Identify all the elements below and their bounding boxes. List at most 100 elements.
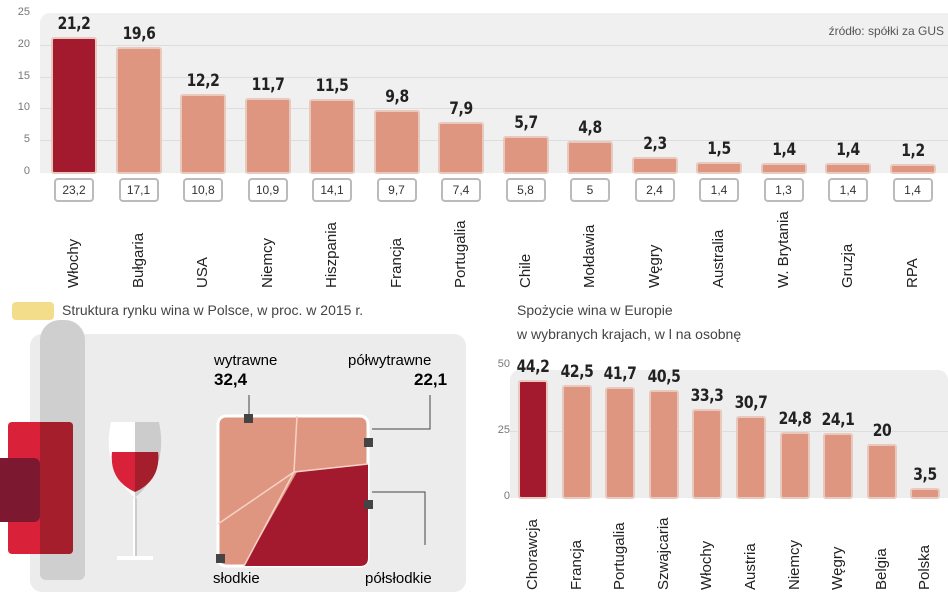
category-label: RPA [903, 258, 921, 288]
comparison-value-box: 5,8 [505, 178, 546, 202]
comparison-value-box: 10,9 [247, 178, 288, 202]
bar [244, 97, 291, 174]
source-note: źródło: spółki za GUS [828, 24, 944, 38]
value-label: 9,8 [384, 86, 409, 107]
bar [648, 390, 679, 499]
bar [692, 409, 723, 499]
category-label: Hiszpania [323, 222, 340, 288]
value-polwytrawne: 22,1 [414, 370, 448, 389]
value-label: 24,1 [821, 410, 855, 431]
y-tick: 10 [17, 101, 30, 114]
comparison-value-box: 1,3 [763, 178, 804, 202]
bar [866, 444, 897, 499]
gridline [40, 140, 948, 142]
bar [736, 415, 766, 499]
y-tick: 25 [497, 424, 510, 436]
category-label: Mołdawia [581, 224, 598, 288]
category-label: Francja [387, 237, 405, 288]
value-label: 42,5 [560, 361, 593, 382]
y-tick: 25 [17, 6, 30, 18]
value-label: 1,4 [771, 140, 796, 161]
category-label: Włochy [65, 238, 82, 288]
bar [180, 94, 226, 174]
label-polslodkie: półsłodkie [365, 570, 432, 587]
value-label: 41,7 [603, 363, 637, 384]
gridline [40, 108, 948, 110]
value-label: 11,5 [315, 75, 349, 96]
category-label: Austria [742, 543, 759, 590]
treemap-leaders [248, 395, 431, 545]
gridline [40, 76, 948, 78]
bar [438, 121, 484, 174]
bar [518, 380, 548, 499]
bar [373, 109, 420, 174]
europe-title: Spożycie wina w Europie [517, 302, 673, 318]
comparison-value-box: 5 [570, 178, 610, 202]
value-label: 21,2 [57, 14, 91, 35]
bar [825, 163, 871, 174]
bar [631, 157, 678, 174]
bottle-cap [12, 302, 54, 320]
value-label: 4,8 [578, 118, 602, 139]
category-label: Bułgaria [129, 232, 147, 288]
europe-subtitle: w wybranych krajach, w l na osobnę [517, 326, 742, 342]
comparison-value-box: 1,4 [892, 178, 933, 202]
bar [309, 98, 355, 174]
treemap [216, 414, 373, 568]
value-label: 5,7 [513, 112, 538, 133]
value-label: 1,4 [836, 140, 860, 161]
bar [910, 487, 941, 499]
bar [779, 431, 810, 499]
value-label: 20 [872, 421, 892, 442]
value-label: 19,6 [122, 24, 155, 45]
y-tick: 50 [497, 358, 510, 370]
value-label: 1,2 [900, 141, 925, 162]
bar [561, 384, 592, 499]
y-tick: 20 [17, 37, 30, 50]
value-label: 7,9 [449, 98, 473, 119]
comparison-value-box: 9,7 [376, 178, 417, 202]
category-label: W. Brytania [774, 211, 792, 288]
category-label: Portugalia [611, 522, 629, 590]
value-label: 40,5 [647, 367, 681, 388]
value-label: 12,2 [186, 71, 220, 92]
value-label: 33,3 [691, 386, 724, 407]
y-tick: 0 [503, 490, 510, 502]
comparison-value-box: 2,4 [634, 178, 675, 202]
category-label: Francja [567, 539, 585, 590]
bar [889, 164, 936, 174]
gridline [510, 431, 948, 432]
bar [605, 386, 636, 499]
gridline [40, 44, 948, 46]
wine-glass-icon [108, 422, 162, 560]
bar [502, 135, 549, 174]
y-tick: 15 [17, 69, 30, 82]
bar [760, 163, 807, 174]
comparison-value-box: 10,8 [183, 178, 223, 202]
value-label: 3,5 [913, 464, 938, 485]
value-label: 44,2 [516, 357, 550, 378]
bar [567, 141, 613, 174]
category-label: Chile [516, 253, 534, 288]
value-label: 24,8 [778, 408, 811, 429]
category-label: Portugalia [452, 220, 469, 288]
y-tick: 5 [23, 133, 30, 146]
category-label: Węgry [645, 244, 663, 288]
comparison-value-box: 23,2 [54, 178, 94, 202]
bar [115, 47, 162, 174]
comparison-value-box: 7,4 [441, 178, 481, 202]
treemap-segment-polslodkie [244, 464, 368, 566]
treemap-title: Struktura rynku wina w Polsce, w proc. w… [62, 302, 364, 318]
category-label: Węgry [829, 546, 847, 590]
category-label: Włochy [698, 540, 716, 590]
value-label: 2,3 [642, 134, 667, 155]
category-label: Australia [710, 229, 727, 288]
label-wytrawne: wytrawne [214, 352, 278, 369]
category-label: Gruzja [839, 243, 856, 288]
bar [823, 433, 854, 499]
comparison-value-box: 1,4 [699, 178, 739, 202]
value-label: 1,5 [707, 139, 731, 160]
category-label: Niemcy [258, 237, 276, 288]
category-label: Szwajcaria [654, 517, 672, 590]
category-label: Niemcy [785, 539, 803, 590]
